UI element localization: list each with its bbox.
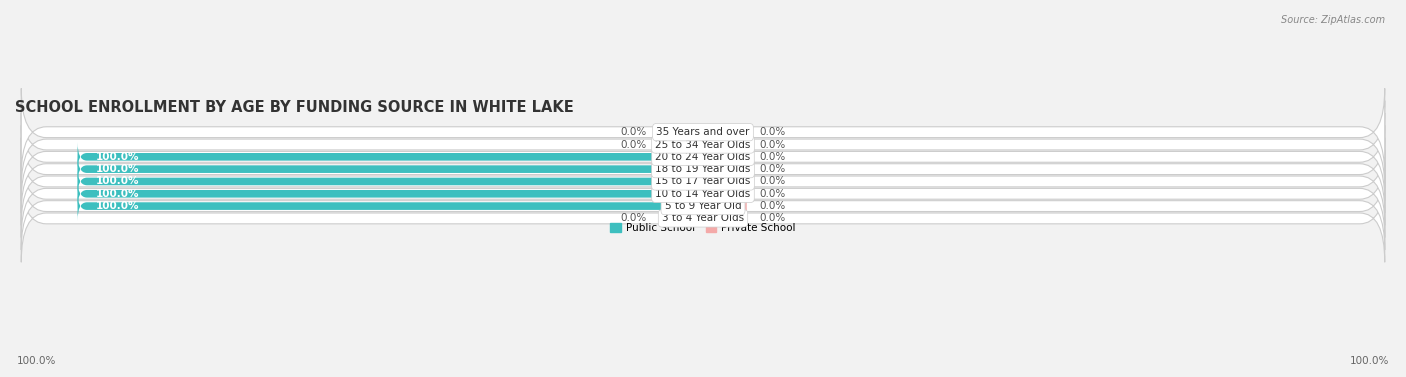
FancyBboxPatch shape bbox=[21, 162, 1385, 250]
Text: SCHOOL ENROLLMENT BY AGE BY FUNDING SOURCE IN WHITE LAKE: SCHOOL ENROLLMENT BY AGE BY FUNDING SOUR… bbox=[15, 100, 574, 115]
FancyBboxPatch shape bbox=[703, 118, 747, 147]
Text: Source: ZipAtlas.com: Source: ZipAtlas.com bbox=[1281, 15, 1385, 25]
FancyBboxPatch shape bbox=[21, 88, 1385, 176]
Text: 100.0%: 100.0% bbox=[96, 189, 139, 199]
FancyBboxPatch shape bbox=[703, 179, 747, 208]
FancyBboxPatch shape bbox=[703, 204, 747, 233]
Text: 0.0%: 0.0% bbox=[759, 189, 786, 199]
Text: 100.0%: 100.0% bbox=[96, 176, 139, 187]
Text: 15 to 17 Year Olds: 15 to 17 Year Olds bbox=[655, 176, 751, 187]
Text: 25 to 34 Year Olds: 25 to 34 Year Olds bbox=[655, 139, 751, 150]
FancyBboxPatch shape bbox=[77, 155, 703, 184]
FancyBboxPatch shape bbox=[659, 204, 703, 233]
FancyBboxPatch shape bbox=[21, 175, 1385, 262]
FancyBboxPatch shape bbox=[77, 179, 703, 208]
Text: 20 to 24 Year Olds: 20 to 24 Year Olds bbox=[655, 152, 751, 162]
FancyBboxPatch shape bbox=[703, 167, 747, 196]
Text: 0.0%: 0.0% bbox=[759, 164, 786, 174]
Text: 0.0%: 0.0% bbox=[620, 139, 647, 150]
FancyBboxPatch shape bbox=[21, 101, 1385, 188]
Text: 35 Years and over: 35 Years and over bbox=[657, 127, 749, 137]
FancyBboxPatch shape bbox=[703, 130, 747, 159]
FancyBboxPatch shape bbox=[659, 130, 703, 159]
Text: 0.0%: 0.0% bbox=[620, 213, 647, 224]
Text: 0.0%: 0.0% bbox=[759, 213, 786, 224]
Text: 18 to 19 Year Olds: 18 to 19 Year Olds bbox=[655, 164, 751, 174]
Text: 100.0%: 100.0% bbox=[96, 152, 139, 162]
Text: 0.0%: 0.0% bbox=[759, 176, 786, 187]
Text: 0.0%: 0.0% bbox=[759, 139, 786, 150]
FancyBboxPatch shape bbox=[703, 155, 747, 184]
FancyBboxPatch shape bbox=[21, 125, 1385, 213]
Text: 5 to 9 Year Old: 5 to 9 Year Old bbox=[665, 201, 741, 211]
FancyBboxPatch shape bbox=[21, 113, 1385, 201]
FancyBboxPatch shape bbox=[77, 142, 703, 172]
FancyBboxPatch shape bbox=[21, 150, 1385, 238]
Text: 100.0%: 100.0% bbox=[96, 201, 139, 211]
Text: 0.0%: 0.0% bbox=[759, 201, 786, 211]
FancyBboxPatch shape bbox=[77, 167, 703, 196]
Text: 0.0%: 0.0% bbox=[759, 127, 786, 137]
Text: 100.0%: 100.0% bbox=[17, 356, 56, 366]
Text: 3 to 4 Year Olds: 3 to 4 Year Olds bbox=[662, 213, 744, 224]
FancyBboxPatch shape bbox=[703, 142, 747, 172]
Text: 0.0%: 0.0% bbox=[759, 152, 786, 162]
Text: 10 to 14 Year Olds: 10 to 14 Year Olds bbox=[655, 189, 751, 199]
Text: 0.0%: 0.0% bbox=[620, 127, 647, 137]
FancyBboxPatch shape bbox=[659, 118, 703, 147]
FancyBboxPatch shape bbox=[703, 192, 747, 221]
FancyBboxPatch shape bbox=[21, 138, 1385, 225]
Text: 100.0%: 100.0% bbox=[96, 164, 139, 174]
FancyBboxPatch shape bbox=[77, 192, 703, 221]
Legend: Public School, Private School: Public School, Private School bbox=[606, 219, 800, 237]
Text: 100.0%: 100.0% bbox=[1350, 356, 1389, 366]
